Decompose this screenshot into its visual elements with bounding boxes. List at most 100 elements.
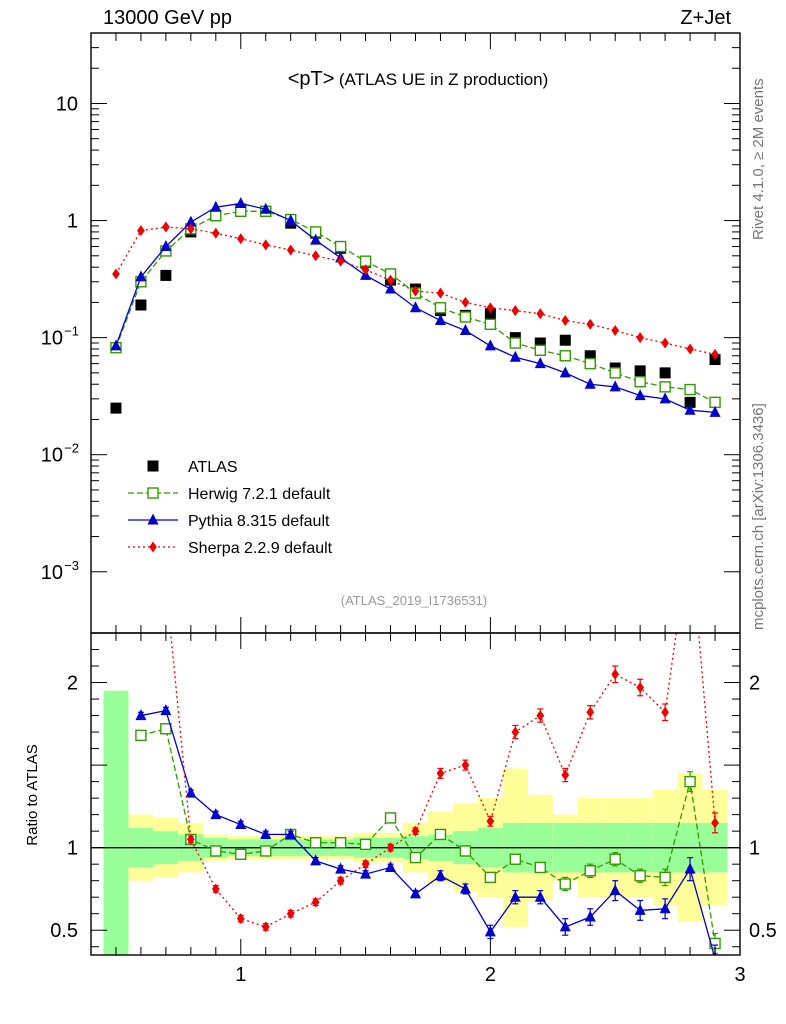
main-y-tick-label: 10 xyxy=(41,445,63,467)
pythia-8-315-default-ratio-point xyxy=(335,862,347,874)
sherpa-2-2-9-default-ratio-line xyxy=(170,633,716,928)
main-panel: 101−110−210−310 <pT> (ATLAS UE in Z prod… xyxy=(41,32,741,634)
main-y-tick-label: 10 xyxy=(41,562,63,584)
main-y-tick-label: 10 xyxy=(56,93,78,115)
pythia-8-315-default-point xyxy=(609,380,621,392)
sherpa-2-2-9-default-point xyxy=(311,250,320,262)
herwig-7-2-1-default-ratio-point xyxy=(609,853,621,865)
herwig-7-2-1-default-ratio-point xyxy=(384,812,397,824)
sherpa-2-2-9-default-point xyxy=(661,337,669,349)
herwig-7-2-1-default-point xyxy=(609,367,621,379)
pythia-8-315-default-ratio-point xyxy=(210,808,222,820)
legend-marker-sherpa-2-2-9-default xyxy=(149,541,157,553)
main-y-tick-exponent: −1 xyxy=(64,324,79,339)
pythia-8-315-default-point xyxy=(659,392,671,404)
pythia-8-315-default-point xyxy=(160,240,172,252)
herwig-7-2-1-default-ratio-point xyxy=(135,729,147,742)
herwig-7-2-1-default-point xyxy=(334,240,347,253)
pythia-8-315-default-ratio-point xyxy=(559,920,571,932)
sherpa-2-2-9-default-point xyxy=(162,221,170,233)
ratio-y-tick-label-right: 2 xyxy=(749,673,760,695)
herwig-7-2-1-default-ratio-point xyxy=(235,848,247,860)
atlas-point xyxy=(135,299,147,311)
pythia-8-315-default-point xyxy=(459,324,471,336)
pythia-8-315-default-ratio-point xyxy=(235,818,247,830)
herwig-7-2-1-default-ratio-point xyxy=(210,845,222,857)
atlas-point xyxy=(659,367,671,379)
atlas-point xyxy=(534,337,546,349)
sherpa-2-2-9-default-ratio-point xyxy=(286,908,295,920)
herwig-7-2-1-default-ratio-point xyxy=(509,853,522,865)
pythia-8-315-default-point xyxy=(135,270,147,282)
herwig-7-2-1-default-point xyxy=(559,350,571,362)
sherpa-2-2-9-default-point xyxy=(486,302,495,314)
pythia-8-315-default-point xyxy=(534,357,546,369)
pythia-8-315-default-ratio-point xyxy=(659,902,671,914)
legend-marker-pythia-8-315-default xyxy=(147,513,159,525)
herwig-7-2-1-default-ratio-point xyxy=(659,871,671,884)
pythia-8-315-default-point xyxy=(285,214,297,226)
sherpa-2-2-9-default-ratio-point xyxy=(411,825,420,837)
pythia-8-315-default-point xyxy=(385,282,397,294)
sherpa-2-2-9-default-ratio-point xyxy=(211,883,220,895)
sherpa-2-2-9-default-point xyxy=(436,287,445,299)
herwig-7-2-1-default-point xyxy=(484,318,497,330)
herwig-7-2-1-default-ratio-point xyxy=(559,878,571,890)
pythia-8-315-default-ratio-point xyxy=(185,786,197,798)
sherpa-2-2-9-default-ratio-point xyxy=(236,913,245,925)
sherpa-2-2-9-default-point xyxy=(636,332,645,344)
main-y-tick-labels: 101−110−210−310 xyxy=(41,93,79,583)
ratio-y-tick-label-right: 1 xyxy=(749,838,760,860)
herwig-7-2-1-default-ratio-point xyxy=(684,775,696,788)
sherpa-2-2-9-default-point xyxy=(336,255,345,267)
sherpa-2-2-9-default-point xyxy=(236,233,245,245)
pythia-8-315-default-point xyxy=(634,389,646,401)
sherpa-2-2-9-default-point xyxy=(261,239,270,251)
ratio-y-tick-label: 2 xyxy=(67,673,78,695)
plot-title-main: <pT> xyxy=(288,68,335,90)
pythia-8-315-default-ratio-point xyxy=(534,890,546,902)
ratio-panel: 0.5 0.5 1 1 2 2 1 2 3 Ratio to ATLAS xyxy=(24,632,777,986)
sherpa-2-2-9-default-ratio-point xyxy=(561,769,570,781)
sherpa-2-2-9-default-point xyxy=(711,348,719,360)
sherpa-2-2-9-default-ratio-point xyxy=(511,726,520,738)
legend-label-pythia-8-315-default: Pythia 8.315 default xyxy=(188,513,330,530)
herwig-7-2-1-default-point xyxy=(459,311,472,323)
sherpa-2-2-9-default-ratio-point xyxy=(661,706,669,718)
header-right: Z+Jet xyxy=(680,7,731,29)
atlas-point xyxy=(160,269,172,281)
herwig-7-2-1-default-ratio-point xyxy=(459,845,472,857)
pythia-8-315-default-ratio-point xyxy=(484,925,496,937)
legend-marker-atlas xyxy=(147,460,159,472)
sherpa-2-2-9-default-point xyxy=(536,308,545,320)
herwig-7-2-1-default-ratio-line xyxy=(140,727,716,944)
pythia-8-315-default-point xyxy=(185,215,197,227)
sherpa-2-2-9-default-ratio-point xyxy=(486,815,495,827)
plot-title: <pT> (ATLAS UE in Z production) xyxy=(288,68,549,90)
sherpa-2-2-9-default-ratio-point xyxy=(261,921,270,933)
herwig-7-2-1-default-ratio-point xyxy=(584,865,596,877)
pythia-8-315-default-ratio-point xyxy=(410,887,421,899)
sherpa-2-2-9-default-point xyxy=(112,268,120,280)
pythia-8-315-default-point xyxy=(310,233,322,245)
main-series xyxy=(110,196,721,417)
atlas-point xyxy=(110,402,122,414)
pythia-8-315-default-point xyxy=(110,339,122,351)
main-ticks xyxy=(91,32,741,633)
herwig-7-2-1-default-point xyxy=(709,396,721,409)
pythia-8-315-default-ratio-point xyxy=(509,890,521,902)
sherpa-2-2-9-default-point xyxy=(461,296,470,308)
legend: ATLAS Herwig 7.2.1 default Pythia 8.315 de… xyxy=(128,459,333,557)
herwig-7-2-1-default-ratio-point xyxy=(409,851,422,864)
herwig-7-2-1-default-ratio-point xyxy=(309,837,322,849)
legend-label-sherpa-2-2-9-default: Sherpa 2.2.9 default xyxy=(188,540,333,557)
herwig-7-2-1-default-ratio-point xyxy=(359,838,372,851)
pythia-8-315-default-point xyxy=(434,314,446,326)
herwig-7-2-1-default-ratio-point xyxy=(334,837,347,849)
rivet-version-label: Rivet 4.1.0, ≥ 2M events xyxy=(750,78,767,240)
pythia-8-315-default-ratio-point xyxy=(434,869,446,881)
sherpa-2-2-9-default-ratio-point xyxy=(436,767,445,779)
pythia-8-315-default-ratio-point xyxy=(310,854,322,866)
herwig-7-2-1-default-ratio-point xyxy=(634,870,646,882)
sherpa-2-2-9-default-point xyxy=(611,325,620,337)
